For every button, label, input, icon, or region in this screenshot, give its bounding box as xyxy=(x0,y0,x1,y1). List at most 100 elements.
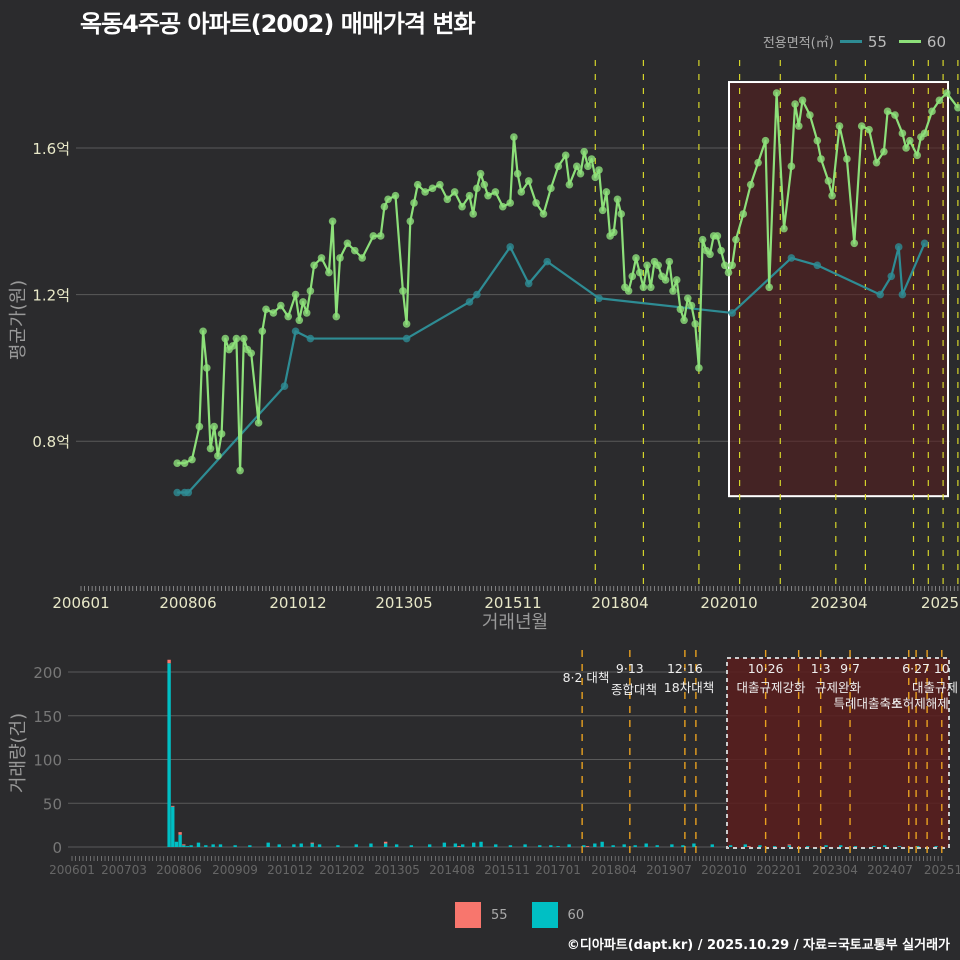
data-point xyxy=(880,148,888,156)
data-point xyxy=(791,100,799,108)
data-point xyxy=(913,152,921,160)
data-point xyxy=(699,236,707,244)
bar-60 xyxy=(839,845,842,847)
data-point xyxy=(351,247,359,255)
data-point xyxy=(662,276,670,284)
bar-60 xyxy=(211,844,214,847)
data-point xyxy=(714,232,722,240)
policy-label: 종합대책 xyxy=(611,682,657,697)
bar-60 xyxy=(171,807,174,847)
bar-55 xyxy=(167,660,170,664)
data-point xyxy=(236,467,244,475)
data-point xyxy=(381,203,389,211)
bar-60 xyxy=(744,844,747,847)
bar-60 xyxy=(204,845,207,847)
bar-55 xyxy=(586,846,589,847)
x-tick-label: 202010 xyxy=(700,594,757,612)
data-point xyxy=(543,258,551,266)
bar-60 xyxy=(538,845,541,847)
policy-date: 6·27 xyxy=(902,661,930,676)
data-point xyxy=(506,243,514,251)
y-tick-label: 200 xyxy=(33,664,62,682)
data-point xyxy=(414,181,422,189)
x-tick-label: 201511 xyxy=(484,863,530,877)
data-point xyxy=(747,181,755,189)
bar-60 xyxy=(509,845,512,847)
bar-60 xyxy=(167,663,170,847)
bar-60 xyxy=(454,844,457,848)
data-point xyxy=(477,170,485,178)
bar-60 xyxy=(692,844,695,848)
data-point xyxy=(580,148,588,156)
data-point xyxy=(629,272,637,280)
bar-60 xyxy=(233,845,236,847)
x-tick-label: 200806 xyxy=(159,594,216,612)
bar-60 xyxy=(567,844,570,847)
data-point xyxy=(277,302,285,310)
x-tick-label: 202304 xyxy=(810,594,867,612)
bar-60 xyxy=(711,844,714,847)
data-point xyxy=(407,218,415,226)
bar-55 xyxy=(182,844,185,845)
bar-60 xyxy=(523,844,526,847)
data-point xyxy=(499,203,507,211)
bar-60 xyxy=(824,845,827,847)
data-point xyxy=(577,170,585,178)
data-point xyxy=(466,298,474,306)
data-point xyxy=(214,452,222,460)
bar-60 xyxy=(355,844,358,847)
data-point xyxy=(643,261,651,269)
data-point xyxy=(484,192,492,200)
data-point xyxy=(902,144,910,152)
bar-60 xyxy=(178,835,181,847)
data-point xyxy=(506,199,514,207)
data-point xyxy=(795,122,803,130)
bar-60 xyxy=(556,846,559,847)
policy-label: 8·2 대책 xyxy=(563,670,610,685)
policy-label: 18차대책 xyxy=(664,680,714,695)
data-point xyxy=(303,309,311,317)
data-point xyxy=(762,137,770,145)
data-point xyxy=(728,261,736,269)
y-tick-label: 0.8억 xyxy=(32,433,70,451)
bar-60 xyxy=(182,845,185,847)
bar-60 xyxy=(461,844,464,847)
data-point xyxy=(788,254,796,262)
data-point xyxy=(647,283,655,291)
x-tick-label: 202407 xyxy=(867,863,913,877)
x-tick-label: 200601 xyxy=(49,863,95,877)
data-point xyxy=(928,108,936,116)
x-tick-label: 201804 xyxy=(591,594,648,612)
data-point xyxy=(666,258,674,266)
x-tick-label: 201907 xyxy=(646,863,692,877)
data-point xyxy=(773,89,781,97)
data-point xyxy=(492,188,500,196)
data-point xyxy=(677,305,685,313)
legend-bottom-label-55: 55 xyxy=(491,908,508,923)
data-point xyxy=(740,210,748,218)
data-point xyxy=(540,210,548,218)
data-point xyxy=(199,327,207,335)
data-point xyxy=(799,97,807,105)
data-point xyxy=(617,210,625,218)
data-point xyxy=(732,236,740,244)
data-point xyxy=(229,342,237,350)
bar-60 xyxy=(773,846,776,847)
data-point xyxy=(873,159,881,167)
bar-60 xyxy=(186,846,189,847)
data-point xyxy=(358,254,366,262)
data-point xyxy=(318,254,326,262)
data-point xyxy=(307,287,315,295)
bar-60 xyxy=(369,844,372,848)
bar-60 xyxy=(549,845,552,847)
data-point xyxy=(625,287,633,295)
x-tick-label: 202010 xyxy=(701,863,747,877)
data-point xyxy=(525,280,533,288)
data-point xyxy=(688,302,696,310)
data-point xyxy=(865,126,873,134)
y-axis-title: 평균가(원) xyxy=(8,280,29,360)
bar-55 xyxy=(311,843,314,844)
bar-60 xyxy=(623,844,626,847)
volume-chart: 0501001502009·1312·1610·261·39·76·27108·… xyxy=(8,650,960,877)
data-point xyxy=(825,177,833,185)
